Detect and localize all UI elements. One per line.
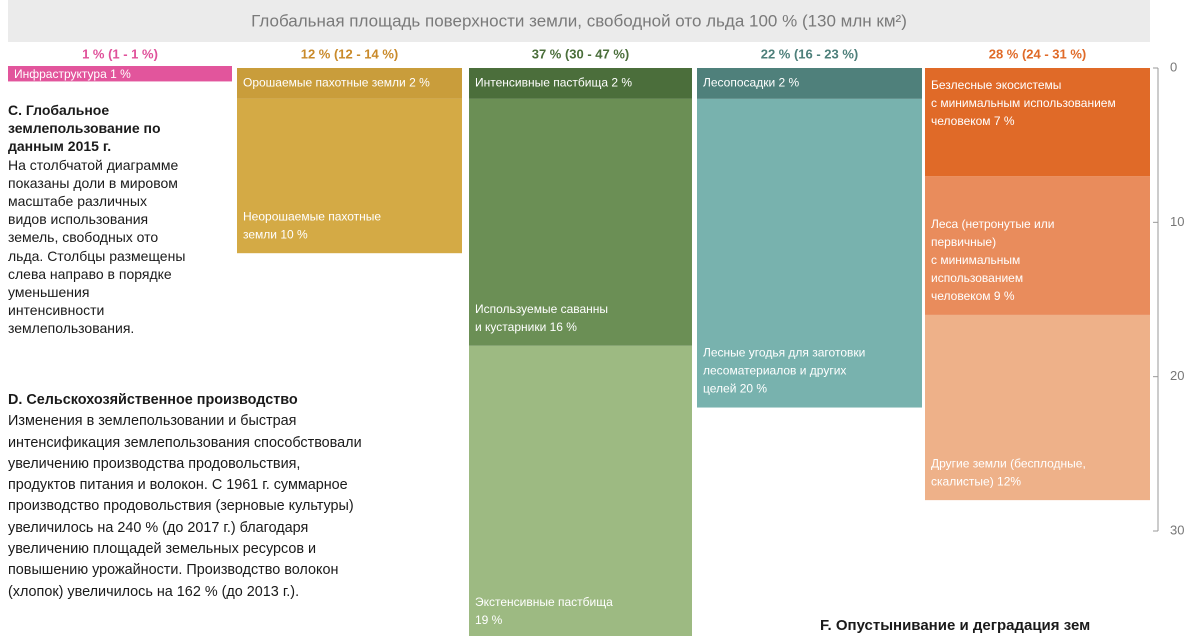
section-title: землепользование по [8, 120, 161, 137]
section-text: видов использования [8, 211, 149, 228]
segment-label: с минимальным [931, 253, 1020, 267]
segment-label: Орошаемые пахотные земли 2 % [243, 76, 430, 90]
section-text: интенсификация землепользования способст… [8, 434, 362, 451]
segment-label: использованием [931, 271, 1023, 285]
segment-label: первичные) [931, 235, 996, 249]
section-text: масштабе различных [8, 193, 147, 210]
section-text: увеличению площадей земельных ресурсов и [8, 541, 317, 558]
segment [925, 314, 1150, 501]
section-text: Изменения в землепользовании и быстрая [8, 413, 297, 430]
section-text: увеличению производства продовольствия, [8, 455, 301, 472]
segment [469, 98, 692, 346]
segment-label: целей 20 % [703, 382, 767, 396]
title-band [8, 0, 1150, 42]
section-title: D. Сельскохозяйственное производство [8, 392, 298, 408]
column-header: 12 % (12 - 14 %) [301, 46, 399, 61]
segment-label: с минимальным использованием [931, 96, 1116, 110]
section-text: показаны доли в мировом [8, 174, 178, 191]
segment [925, 176, 1150, 315]
segment-label: скалистые) 12% [931, 474, 1021, 488]
segment-label: Безлесные экосистемы [931, 78, 1061, 92]
section-text: продуктов питания и волокон. С 1961 г. с… [8, 477, 348, 494]
segment-label: Экстенсивные пастбища [475, 595, 613, 609]
segment-label: Используемые саванны [475, 302, 608, 316]
column-header: 37 % (30 - 47 %) [532, 46, 630, 61]
column-header: 22 % (16 - 23 %) [761, 46, 859, 61]
segment-label: Другие земли (бесплодные, [931, 456, 1086, 470]
segment [237, 98, 462, 254]
section-text: увеличилось на 240 % (до 2017 г.) благод… [8, 519, 309, 536]
section-text: интенсивности [8, 302, 105, 319]
section-d: D. Сельскохозяйственное производство Изме… [8, 390, 362, 603]
section-text: льда. Столбцы размещены [8, 247, 186, 264]
section-text: (хлопок) увеличилось на 162 % (до 2013 г… [8, 583, 300, 600]
segment-label: Интенсивные пастбища 2 % [475, 76, 632, 90]
section-text: земель, свободных ото [8, 229, 159, 246]
segment [697, 68, 922, 99]
y-tick-label: 10 [1170, 214, 1184, 229]
section-text: На столбчатой диаграмме [8, 156, 179, 173]
section-f: F. Опустынивание и деградация зем [820, 617, 1090, 634]
segment [925, 68, 1150, 177]
segment-label: лесоматериалов и других [703, 364, 846, 378]
column-header: 1 % (1 - 1 %) [82, 46, 158, 61]
segment [697, 98, 922, 408]
y-tick-label: 0 [1170, 59, 1177, 74]
y-tick-label: 20 [1170, 368, 1184, 383]
section-text: уменьшения [8, 284, 90, 301]
section-title: данным 2015 г. [8, 138, 112, 155]
segment [8, 66, 232, 82]
y-tick-label: 30 [1170, 522, 1184, 537]
segment-label: 19 % [475, 613, 503, 627]
section-text: землепользования. [8, 320, 135, 337]
segment-label: Лесные угодья для заготовки [703, 346, 865, 360]
section-c: C. Глобальное землепользование по данным 2… [8, 101, 185, 338]
segment [469, 345, 692, 636]
segment-label: Неорошаемые пахотные [243, 209, 381, 223]
section-title: F. Опустынивание и деградация зем [820, 617, 1091, 634]
segment-label: Инфраструктура 1 % [14, 67, 131, 81]
segment [469, 68, 692, 99]
segment [237, 68, 462, 99]
segment-label: человеком 9 % [931, 289, 1015, 303]
section-text: производство продовольствия (зерновые ку… [8, 498, 354, 515]
segment-label: земли 10 % [243, 227, 308, 241]
segment-label: Леса (нетронутые или [931, 217, 1054, 231]
chart-title: Глобальная площадь поверхности земли, св… [251, 11, 907, 30]
section-title: C. Глобальное [8, 102, 110, 118]
segment-label: человеком 7 % [931, 114, 1015, 128]
segment-label: Лесопосадки 2 % [703, 76, 800, 90]
segment-label: и кустарники 16 % [475, 320, 577, 334]
column-header: 28 % (24 - 31 %) [989, 46, 1087, 61]
section-text: повышению урожайности. Производство воло… [8, 562, 339, 579]
section-text: слева направо в порядке [8, 265, 172, 282]
